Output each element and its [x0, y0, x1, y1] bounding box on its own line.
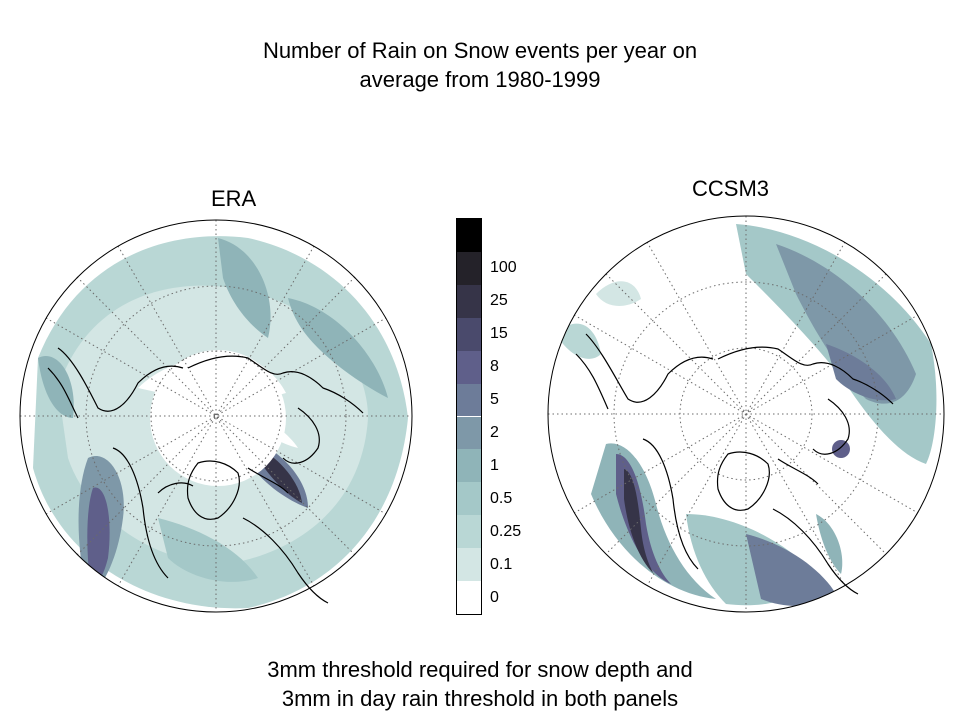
figure-title: Number of Rain on Snow events per year o… [0, 36, 960, 94]
ccsm3-map [546, 214, 946, 614]
colorbar-tick-label: 25 [490, 292, 508, 310]
ccsm3-coastlines [575, 333, 894, 595]
panel-label-era: ERA [211, 186, 257, 211]
title-line-2: average from 1980-1999 [359, 67, 601, 92]
era-map [18, 218, 414, 614]
colorbar-tick-label: 0.25 [490, 522, 522, 540]
colorbar-segment [457, 548, 481, 582]
colorbar-segment [457, 219, 481, 252]
colorbar-segment [457, 251, 481, 285]
colorbar-segment [457, 350, 481, 384]
era-shading [33, 236, 408, 609]
era-graticule [20, 220, 412, 612]
colorbar-tick-label: 2 [490, 423, 499, 441]
title-line-1: Number of Rain on Snow events per year o… [262, 38, 698, 63]
colorbar-segment [457, 449, 481, 483]
era-map-svg [18, 218, 414, 614]
era-coastlines [47, 347, 364, 604]
colorbar-tick-label: 100 [490, 259, 517, 277]
colorbar-tick-label: 8 [490, 358, 499, 376]
era-map-boundary [19, 219, 413, 613]
colorbar-tick-label: 1 [490, 456, 499, 474]
colorbar-segment [457, 383, 481, 417]
ccsm3-map-boundary [547, 215, 945, 613]
colorbar-tick-label: 5 [490, 391, 499, 409]
colorbar [456, 218, 482, 615]
ccsm3-map-svg [546, 214, 946, 614]
colorbar-tick-label: 0.5 [490, 489, 513, 507]
colorbar-segment [457, 482, 481, 516]
panel-label-ccsm3: CCSM3 [692, 176, 770, 201]
colorbar-tick-label: 0.1 [490, 555, 513, 573]
figure-caption: 3mm threshold required for snow depth an… [0, 655, 960, 713]
colorbar-segment [457, 416, 481, 450]
colorbar-segment [457, 284, 481, 318]
ccsm3-graticule [548, 216, 944, 612]
colorbar-tick-label: 0 [490, 588, 499, 606]
caption-line-1: 3mm threshold required for snow depth an… [267, 657, 693, 682]
colorbar-segment [457, 515, 481, 549]
colorbar-segment [457, 317, 481, 351]
ccsm3-shading [556, 224, 937, 606]
colorbar-segment [457, 581, 481, 614]
colorbar-tick-label: 15 [490, 325, 508, 343]
caption-line-2: 3mm in day rain threshold in both panels [281, 686, 679, 711]
